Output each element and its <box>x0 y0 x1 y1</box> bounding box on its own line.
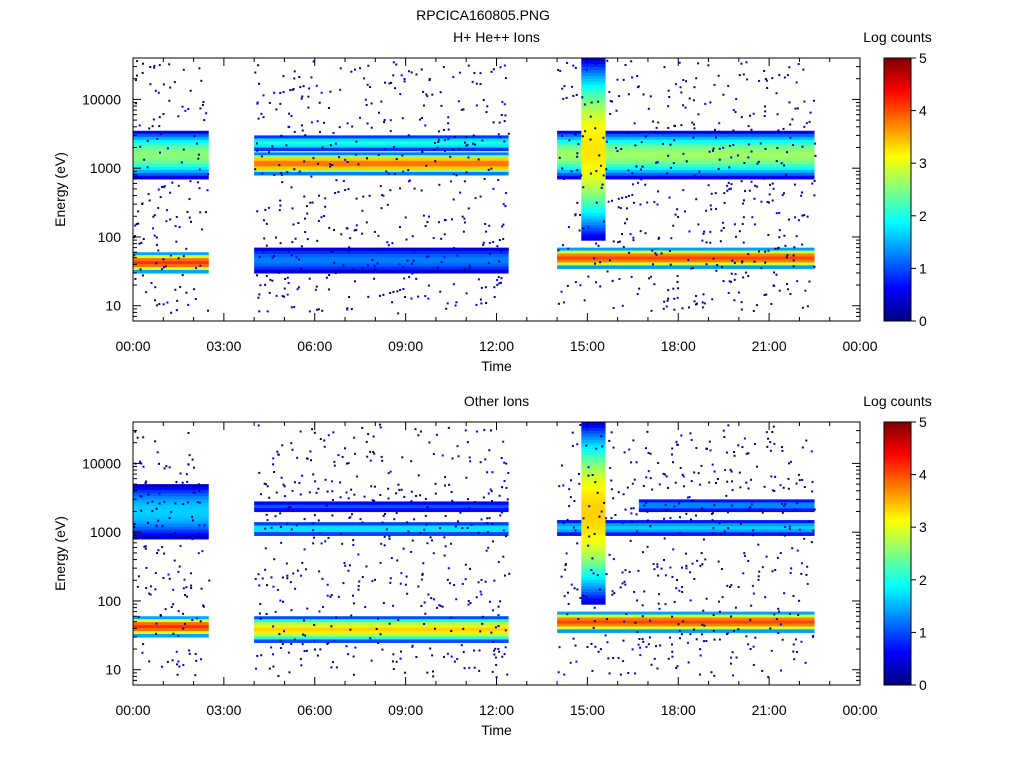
y-tick-label: 100 <box>98 593 122 609</box>
colorbar-tick-label: 5 <box>919 50 927 66</box>
spectrogram-plot <box>133 58 860 321</box>
spectral-band-0 <box>133 252 209 274</box>
colorbar-tick-label: 3 <box>919 519 927 535</box>
panel-title: Other Ions <box>464 393 529 409</box>
colorbar-tick-label: 2 <box>919 208 927 224</box>
x-tick-label: 12:00 <box>479 702 514 718</box>
spectral-band-7 <box>581 58 606 241</box>
x-tick-label: 21:00 <box>752 338 787 354</box>
spectral-band-0 <box>133 616 209 638</box>
y-tick-label: 10000 <box>82 455 121 471</box>
x-tick-label: 18:00 <box>661 702 696 718</box>
x-tick-label: 18:00 <box>661 338 696 354</box>
x-tick-label: 21:00 <box>752 702 787 718</box>
spectral-band-4 <box>254 247 509 274</box>
x-tick-label: 03:00 <box>206 338 241 354</box>
spectral-band-2 <box>254 152 509 176</box>
colorbar-gradient <box>883 57 912 322</box>
panel-other-ions: Other Ions 00:00 03:00 06:00 09:00 12:00 15:00… <box>52 393 932 738</box>
colorbar-label: Log counts <box>863 29 932 45</box>
spectral-band-2 <box>254 616 509 643</box>
panel-h-he-ions: H+ He++ Ions 00:00 03:00 06:00 09:00 12:00 15:… <box>52 29 932 374</box>
plot-background <box>133 58 860 321</box>
colorbar-label: Log counts <box>863 393 932 409</box>
colorbar: 0 1 2 3 4 5 Log counts <box>863 393 932 693</box>
spectral-band-1 <box>133 484 209 540</box>
panel-title: H+ He++ Ions <box>453 29 540 45</box>
colorbar-tick-label: 3 <box>919 155 927 171</box>
x-tick-label: 00:00 <box>115 338 150 354</box>
colorbar-tick-label: 1 <box>919 624 927 640</box>
x-tick-label: 15:00 <box>570 702 605 718</box>
y-tick-label: 1000 <box>90 524 121 540</box>
y-tick-label: 10 <box>105 298 121 314</box>
x-tick-label: 03:00 <box>206 702 241 718</box>
spectral-band-3 <box>254 522 509 536</box>
spectral-band-1 <box>133 130 209 180</box>
y-tick-label: 100 <box>98 229 122 245</box>
colorbar-tick-label: 2 <box>919 572 927 588</box>
colorbar-tick-label: 1 <box>919 260 927 276</box>
background-counts <box>133 59 817 315</box>
colorbar-tick-label: 0 <box>919 677 927 693</box>
y-axis-label: Energy (eV) <box>52 152 68 227</box>
x-tick-label: 09:00 <box>388 338 423 354</box>
plot-background <box>133 422 860 685</box>
colorbar-tick-label: 0 <box>919 313 927 329</box>
background-counts <box>133 423 816 679</box>
figure-title: RPCICA160805.PNG <box>416 7 550 23</box>
y-tick-label: 10000 <box>82 91 121 107</box>
spectral-band-6 <box>557 130 815 180</box>
spectral-band-7 <box>638 499 815 513</box>
spectral-band-4 <box>254 501 509 513</box>
spectrogram-plot <box>133 422 860 685</box>
y-tick-label: 1000 <box>90 160 121 176</box>
colorbar-gradient <box>883 421 912 686</box>
spectral-band-5 <box>557 247 815 269</box>
x-axis-label: Time <box>481 722 512 738</box>
colorbar-tick-label: 4 <box>919 103 927 119</box>
spectral-band-8 <box>581 422 606 605</box>
x-tick-label: 00:00 <box>842 702 877 718</box>
x-tick-label: 15:00 <box>570 338 605 354</box>
x-tick-label: 12:00 <box>479 338 514 354</box>
colorbar-tick-label: 4 <box>919 467 927 483</box>
y-axis-label: Energy (eV) <box>52 516 68 591</box>
colorbar-tick-label: 5 <box>919 414 927 430</box>
x-axis-label: Time <box>481 358 512 374</box>
y-tick-label: 10 <box>105 662 121 678</box>
x-tick-label: 00:00 <box>115 702 150 718</box>
spectral-band-6 <box>557 520 815 536</box>
x-tick-label: 00:00 <box>842 338 877 354</box>
spectral-band-3 <box>254 135 509 152</box>
colorbar: 0 1 2 3 4 5 Log counts <box>863 29 932 329</box>
spectral-band-5 <box>557 611 815 633</box>
x-tick-label: 06:00 <box>297 702 332 718</box>
x-tick-label: 09:00 <box>388 702 423 718</box>
x-tick-label: 06:00 <box>297 338 332 354</box>
